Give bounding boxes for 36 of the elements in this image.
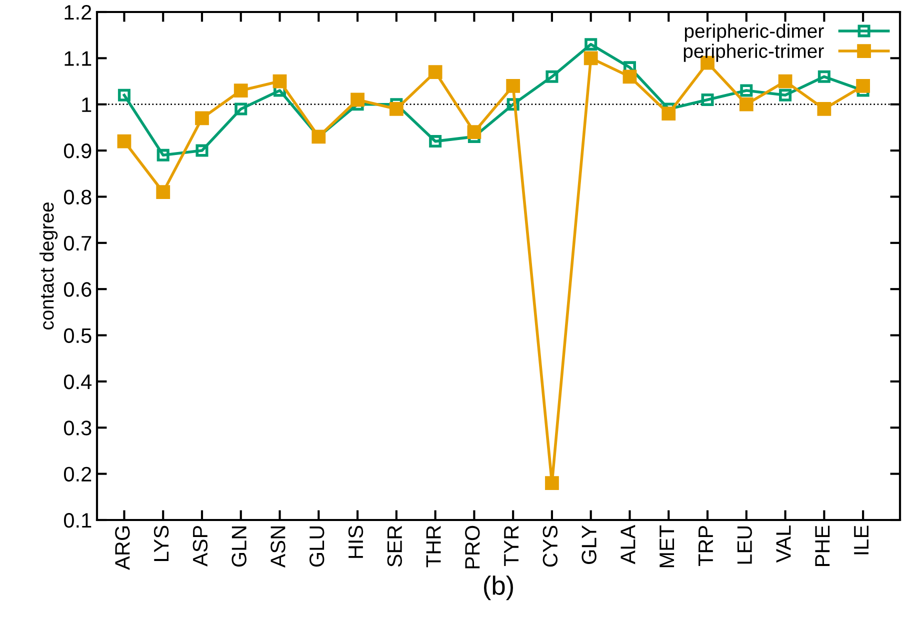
y-tick-label: 0.9 xyxy=(64,144,92,158)
y-tick-label: 0.2 xyxy=(64,466,92,482)
y-tick-label: 0.1 xyxy=(64,513,92,528)
y-tick-label: 0.3 xyxy=(64,420,92,436)
x-tick-label: GLY xyxy=(582,525,596,564)
x-tick-label: ALA xyxy=(620,524,636,564)
x-tick-label: GLN xyxy=(232,526,246,567)
y-tick-label: 0.5 xyxy=(64,328,92,344)
y-tick-label: 0.6 xyxy=(64,282,92,297)
x-tick-label: ARG xyxy=(115,526,130,570)
x-tick-label: TRP xyxy=(698,526,713,566)
x-tick-label: THR xyxy=(426,526,441,568)
x-tick-label: SER xyxy=(387,526,402,567)
x-tick-label: ASN xyxy=(270,526,286,568)
x-tick-label: GLU xyxy=(309,526,324,567)
y-tick-label: 1.1 xyxy=(64,51,92,66)
y-tick-label: 1 xyxy=(82,98,92,112)
x-tick-label: HIS xyxy=(348,526,364,558)
y-tick-label: 0.7 xyxy=(64,236,92,251)
x-tick-label: TYR xyxy=(504,526,518,566)
x-tick-label: ASP xyxy=(192,526,208,567)
x-tick-label: PHE xyxy=(815,526,830,566)
y-tick-label: 0.8 xyxy=(64,190,92,204)
x-tick-label: MET xyxy=(660,525,674,568)
x-tick-label: VAL xyxy=(776,526,791,563)
x-tick-label: CYS xyxy=(542,526,558,567)
legend-label: peripheric-trimer xyxy=(684,44,824,62)
legend-label: peripheric-dimer xyxy=(684,24,824,42)
y-axis-title: contact degree xyxy=(40,202,58,330)
x-tick-label: LYS xyxy=(154,526,169,561)
x-tick-label: ILE xyxy=(854,526,868,554)
y-tick-label: 0.4 xyxy=(64,374,92,390)
x-axis-title: (b) xyxy=(484,576,513,600)
x-tick-label: PRO xyxy=(465,526,480,568)
y-tick-label: 1.2 xyxy=(64,5,92,20)
x-tick-label: LEU xyxy=(737,526,752,564)
